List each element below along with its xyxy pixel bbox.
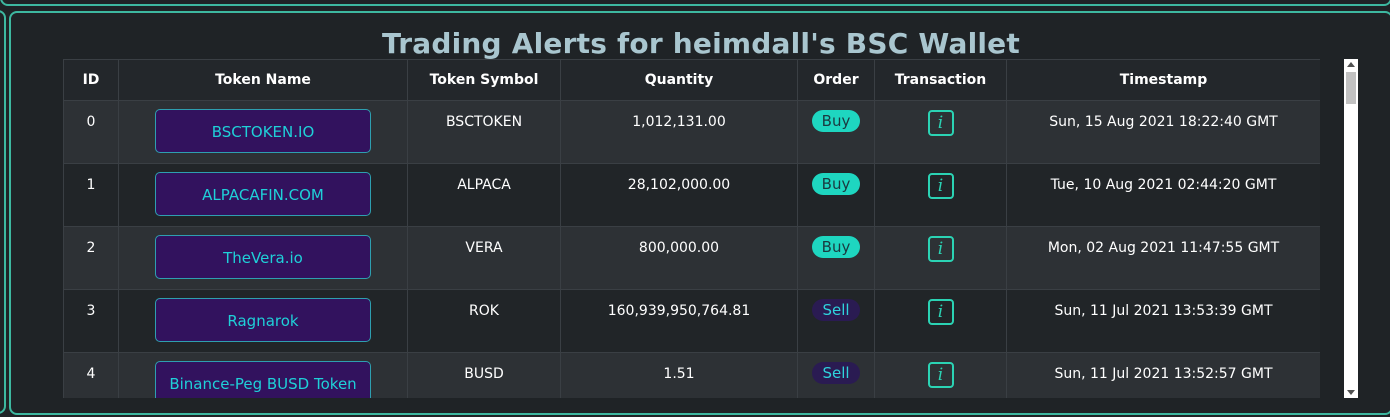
cell-id: 4 [63,352,119,398]
id-value: 3 [86,303,96,319]
quantity-value: 160,939,950,764.81 [607,303,751,319]
order-badge: Buy [811,110,861,132]
token-name-button[interactable]: Binance-Peg BUSD Token [155,361,371,398]
cell-transaction: i [874,226,1007,290]
timestamp-value: Sun, 15 Aug 2021 18:22:40 GMT [1049,114,1278,130]
quantity-value: 1.51 [663,366,695,382]
token-name-button[interactable]: TheVera.io [155,235,371,279]
cell-token-name: BSCTOKEN.IO [118,100,408,164]
cell-token-name: TheVera.io [118,226,408,290]
quantity-value: 800,000.00 [638,240,720,256]
cell-quantity: 1.51 [560,352,798,398]
header-token-name[interactable]: Token Name [118,59,408,101]
cell-token-name: Ragnarok [118,289,408,353]
cell-transaction: i [874,163,1007,227]
cell-order: Buy [797,226,875,290]
header-transaction[interactable]: Transaction [874,59,1007,101]
token-name-button[interactable]: Ragnarok [155,298,371,342]
top-frame [0,0,1390,6]
info-icon[interactable]: i [927,362,954,388]
table-header-row: ID Token Name Token Symbol Quantity Orde… [63,59,1320,101]
quantity-value: 28,102,000.00 [627,177,731,193]
order-badge: Sell [812,362,860,384]
cell-transaction: i [874,100,1007,164]
info-icon[interactable]: i [927,173,954,199]
alerts-table-container: ID Token Name Token Symbol Quantity Orde… [63,59,1320,398]
cell-quantity: 28,102,000.00 [560,163,798,227]
cell-order: Buy [797,163,875,227]
cell-timestamp: Sun, 11 Jul 2021 13:53:39 GMT [1006,289,1320,353]
order-badge: Buy [811,236,861,258]
cell-timestamp: Mon, 02 Aug 2021 11:47:55 GMT [1006,226,1320,290]
token-name-button[interactable]: ALPACAFIN.COM [155,172,371,216]
token-name-button[interactable]: BSCTOKEN.IO [155,109,371,153]
cell-id: 2 [63,226,119,290]
header-order[interactable]: Order [797,59,875,101]
header-id[interactable]: ID [63,59,119,101]
cell-token-symbol: ROK [407,289,561,353]
cell-token-symbol: BUSD [407,352,561,398]
timestamp-value: Sun, 11 Jul 2021 13:52:57 GMT [1054,366,1273,382]
quantity-value: 1,012,131.00 [632,114,726,130]
token-symbol-value: ALPACA [457,177,511,193]
token-symbol-value: BSCTOKEN [445,114,523,130]
cell-quantity: 800,000.00 [560,226,798,290]
cell-token-symbol: ALPACA [407,163,561,227]
cell-quantity: 160,939,950,764.81 [560,289,798,353]
scroll-down-arrow-icon[interactable] [1347,390,1355,395]
table-row: 3 Ragnarok ROK 160,939,950,764.81 Sell i… [63,289,1320,353]
cell-order: Sell [797,352,875,398]
cell-id: 0 [63,100,119,164]
order-badge: Sell [812,299,860,321]
scroll-thumb[interactable] [1346,72,1356,104]
cell-order: Sell [797,289,875,353]
info-icon[interactable]: i [927,110,954,136]
info-icon[interactable]: i [927,299,954,325]
cell-token-name: Binance-Peg BUSD Token [118,352,408,398]
cell-token-symbol: VERA [407,226,561,290]
table-row: 1 ALPACAFIN.COM ALPACA 28,102,000.00 Buy… [63,163,1320,227]
scroll-up-arrow-icon[interactable] [1347,62,1355,67]
timestamp-value: Tue, 10 Aug 2021 02:44:20 GMT [1050,177,1277,193]
left-frame [0,10,6,414]
table-row: 0 BSCTOKEN.IO BSCTOKEN 1,012,131.00 Buy … [63,100,1320,164]
page-title: Trading Alerts for heimdall's BSC Wallet [382,27,1020,60]
cell-timestamp: Tue, 10 Aug 2021 02:44:20 GMT [1006,163,1320,227]
id-value: 1 [86,177,96,193]
alerts-table: ID Token Name Token Symbol Quantity Orde… [63,59,1320,398]
cell-timestamp: Sun, 15 Aug 2021 18:22:40 GMT [1006,100,1320,164]
id-value: 2 [86,240,96,256]
cell-id: 3 [63,289,119,353]
timestamp-value: Mon, 02 Aug 2021 11:47:55 GMT [1047,240,1280,256]
cell-transaction: i [874,352,1007,398]
cell-order: Buy [797,100,875,164]
cell-token-symbol: BSCTOKEN [407,100,561,164]
table-scrollbar[interactable] [1344,59,1358,398]
cell-token-name: ALPACAFIN.COM [118,163,408,227]
id-value: 0 [86,114,96,130]
token-symbol-value: VERA [465,240,503,256]
cell-quantity: 1,012,131.00 [560,100,798,164]
header-token-symbol[interactable]: Token Symbol [407,59,561,101]
token-symbol-value: BUSD [464,366,504,382]
cell-timestamp: Sun, 11 Jul 2021 13:52:57 GMT [1006,352,1320,398]
table-row: 2 TheVera.io VERA 800,000.00 Buy i Mon, … [63,226,1320,290]
table-row: 4 Binance-Peg BUSD Token BUSD 1.51 Sell … [63,352,1320,398]
order-badge: Buy [811,173,861,195]
cell-id: 1 [63,163,119,227]
cell-transaction: i [874,289,1007,353]
token-symbol-value: ROK [469,303,499,319]
info-icon[interactable]: i [927,236,954,262]
header-quantity[interactable]: Quantity [560,59,798,101]
id-value: 4 [86,366,96,382]
header-timestamp[interactable]: Timestamp [1006,59,1320,101]
timestamp-value: Sun, 11 Jul 2021 13:53:39 GMT [1054,303,1273,319]
